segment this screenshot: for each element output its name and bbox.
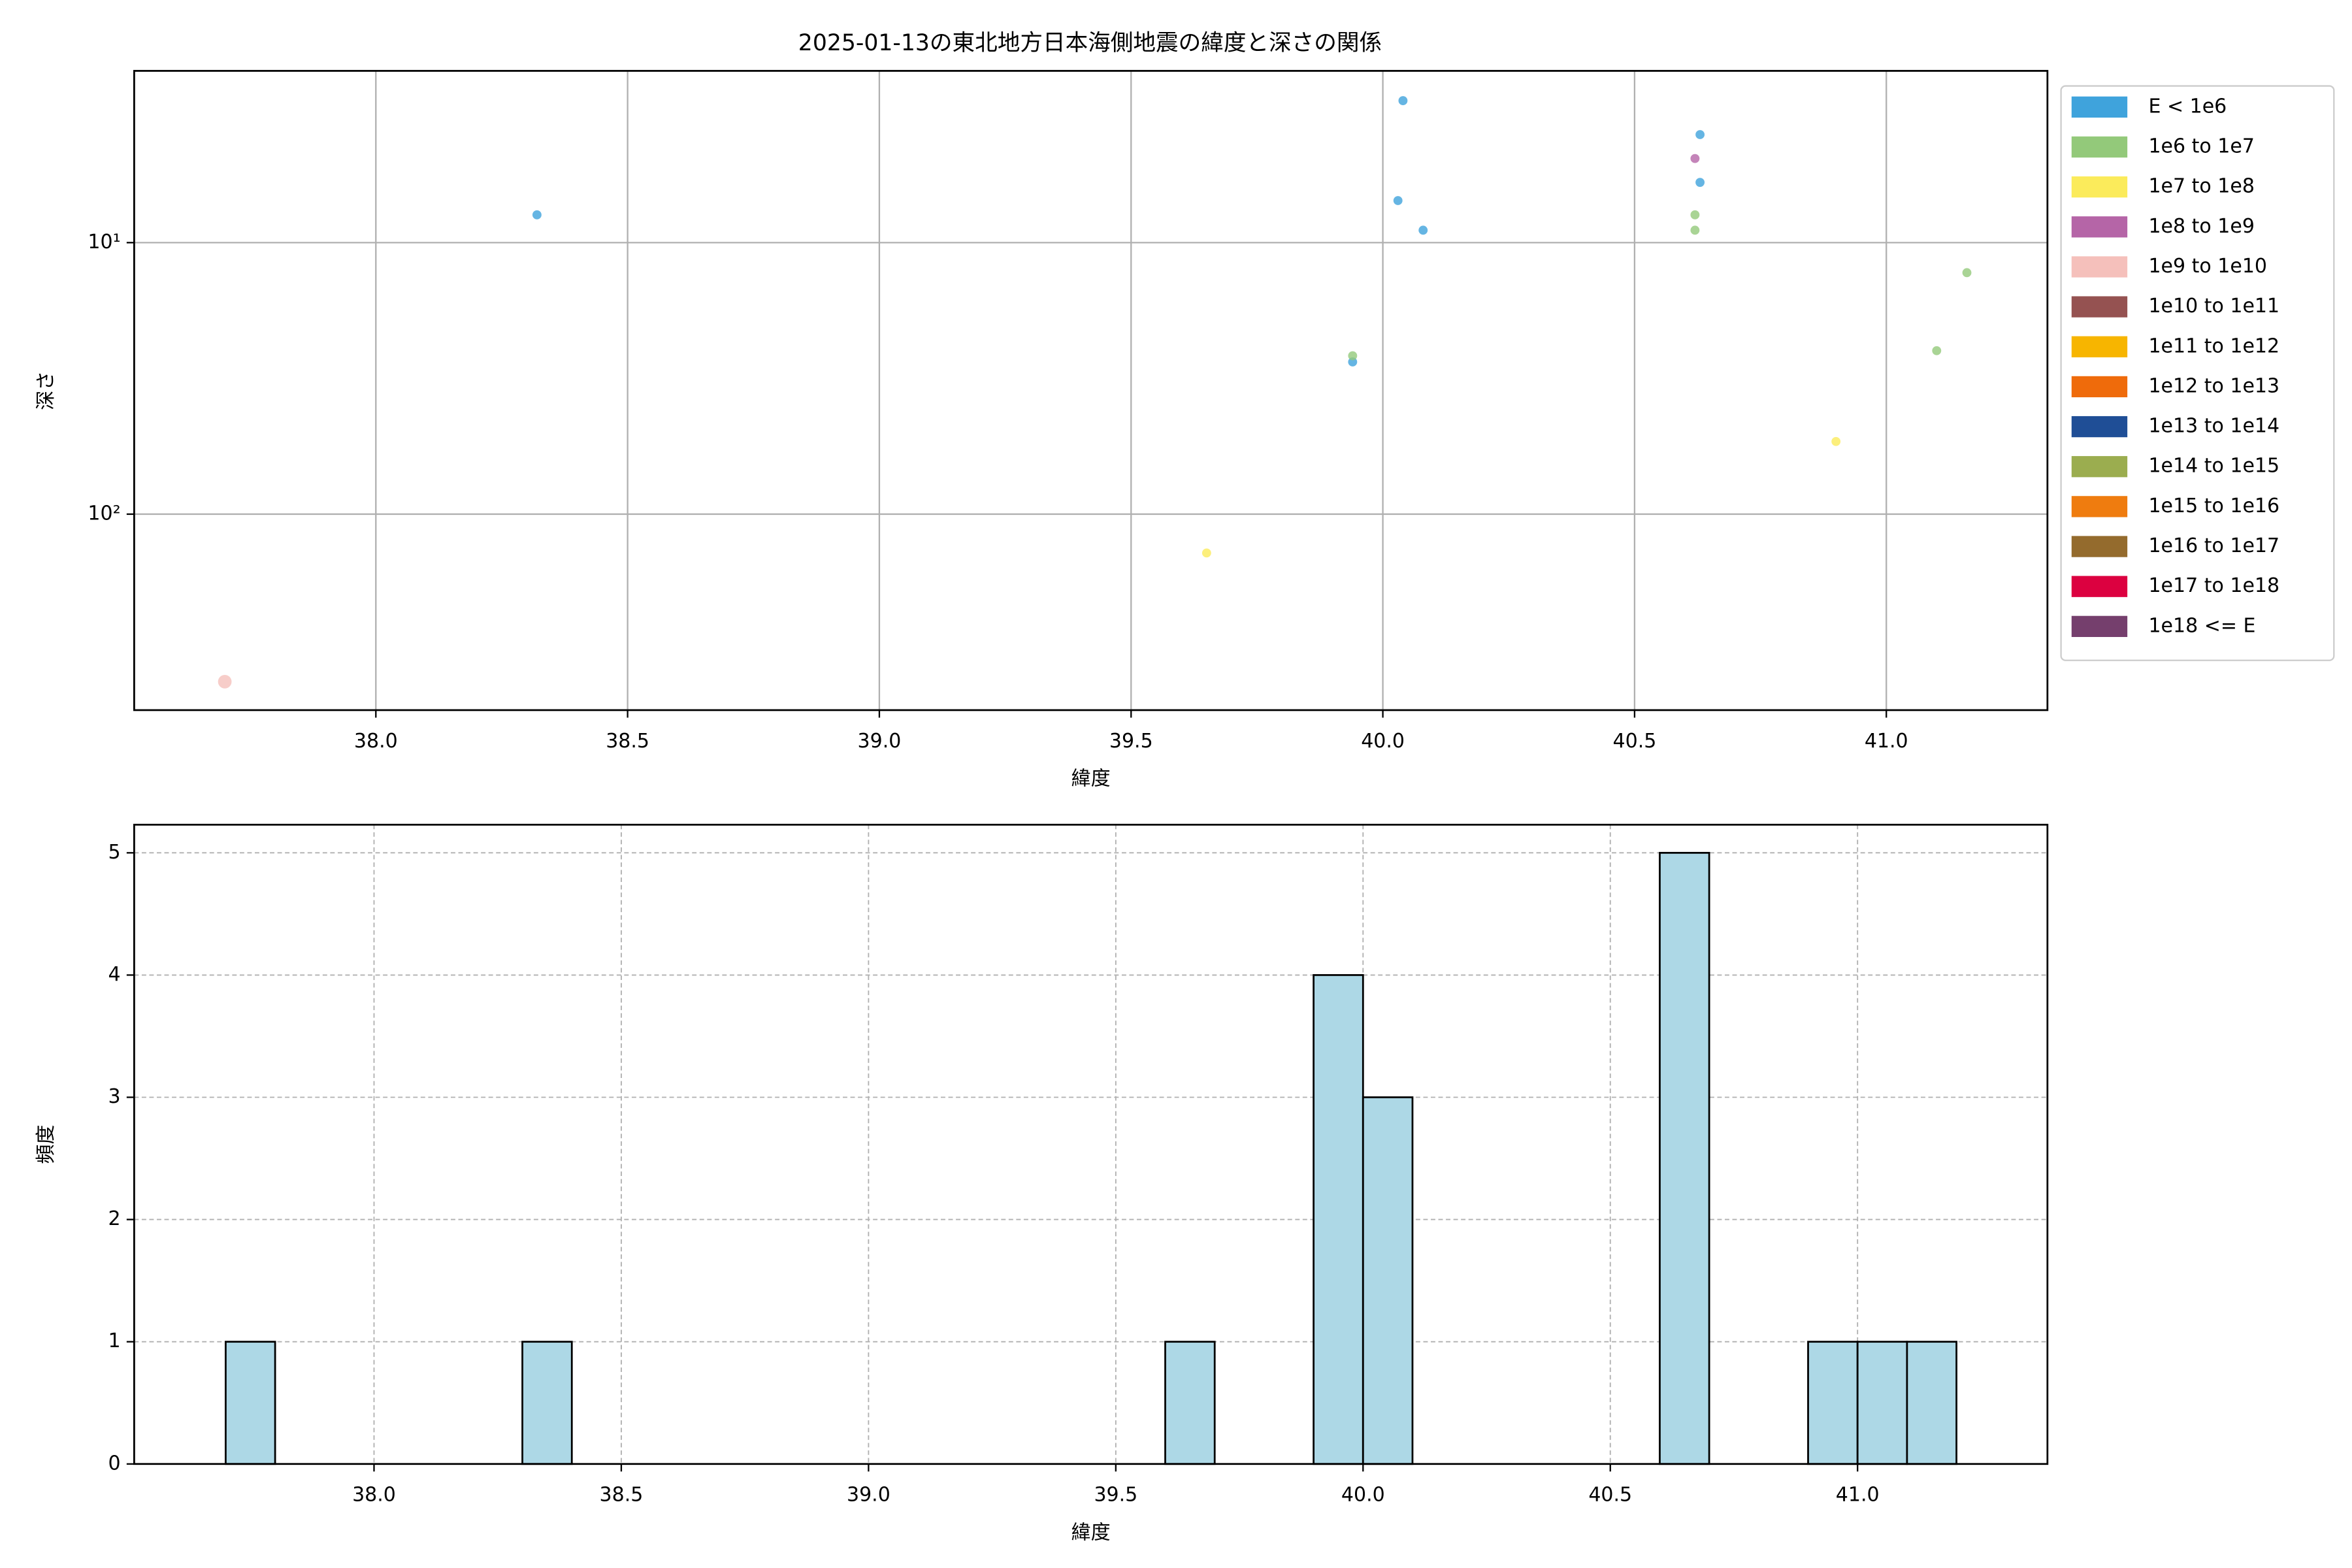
- point: [218, 674, 232, 689]
- x-tick-label: 39.0: [847, 1484, 890, 1507]
- bar: [1906, 1341, 1957, 1465]
- x-tick-label: 39.5: [1109, 730, 1153, 753]
- x-tick-label: 40.0: [1341, 1484, 1385, 1507]
- bar: [1362, 1096, 1414, 1465]
- x-axis-label: 緯度: [1071, 1521, 1111, 1544]
- y-axis-label: 頻度: [35, 1125, 57, 1164]
- y-axis-label: 深さ: [35, 371, 57, 410]
- legend-swatch: [2071, 416, 2128, 438]
- legend-swatch: [2071, 216, 2128, 238]
- x-tick-label: 38.0: [354, 730, 398, 753]
- legend-swatch: [2071, 536, 2128, 557]
- point: [1201, 548, 1211, 558]
- point: [1690, 210, 1700, 220]
- y-tick-label: 1: [108, 1330, 121, 1352]
- legend-label: 1e7 to 1e8: [2148, 175, 2254, 198]
- x-tick-label: 40.5: [1588, 1484, 1632, 1507]
- point: [1695, 130, 1705, 139]
- y-tick-label: 3: [108, 1085, 121, 1108]
- y-tick-label: 4: [108, 963, 121, 986]
- bar: [1659, 851, 1710, 1465]
- legend-swatch: [2071, 136, 2128, 158]
- plot-frame: [133, 823, 2049, 1465]
- legend-label: 1e18 <= E: [2148, 614, 2255, 637]
- point: [1393, 196, 1403, 205]
- x-tick-label: 41.0: [1836, 1484, 1880, 1507]
- bar: [1856, 1341, 1908, 1465]
- x-tick-label: 38.0: [352, 1484, 396, 1507]
- legend-box: [2060, 85, 2335, 661]
- x-tick-label: 39.5: [1094, 1484, 1137, 1507]
- legend-swatch: [2071, 615, 2128, 637]
- point: [1690, 154, 1700, 163]
- point: [1962, 268, 1972, 278]
- y-tick-label: 0: [108, 1452, 121, 1475]
- y-tick-label: 5: [108, 841, 121, 864]
- legend-swatch: [2071, 336, 2128, 357]
- x-tick-label: 41.0: [1865, 730, 1908, 753]
- bar: [1807, 1341, 1859, 1465]
- chart-title: 2025-01-13の東北地方日本海側地震の緯度と深さの関係: [798, 30, 1382, 56]
- legend-label: E < 1e6: [2148, 95, 2227, 118]
- legend-label: 1e17 to 1e18: [2148, 574, 2279, 597]
- bar: [521, 1341, 573, 1465]
- point: [1418, 225, 1428, 235]
- legend-label: 1e14 to 1e15: [2148, 455, 2279, 478]
- x-tick-label: 38.5: [600, 1484, 644, 1507]
- legend-swatch: [2071, 376, 2128, 398]
- legend-label: 1e15 to 1e16: [2148, 495, 2279, 517]
- legend-swatch: [2071, 456, 2128, 478]
- x-tick-label: 40.5: [1613, 730, 1657, 753]
- legend-swatch: [2071, 96, 2128, 118]
- legend-swatch: [2071, 576, 2128, 597]
- legend-swatch: [2071, 176, 2128, 198]
- point: [1348, 351, 1358, 361]
- x-tick-label: 39.0: [858, 730, 902, 753]
- legend-label: 1e13 to 1e14: [2148, 415, 2279, 438]
- legend-swatch: [2071, 296, 2128, 318]
- legend-label: 1e12 to 1e13: [2148, 374, 2279, 397]
- legend-label: 1e9 to 1e10: [2148, 255, 2267, 278]
- x-axis-label: 緯度: [1071, 768, 1111, 791]
- x-tick-label: 38.5: [606, 730, 649, 753]
- legend-label: 1e8 to 1e9: [2148, 215, 2254, 238]
- point: [532, 210, 542, 220]
- bar: [1164, 1341, 1216, 1465]
- legend-swatch: [2071, 496, 2128, 517]
- y-tick-label: 10¹: [88, 231, 120, 253]
- point: [1690, 225, 1700, 235]
- legend-swatch: [2071, 256, 2128, 278]
- point: [1398, 96, 1408, 106]
- y-tick-label: 10²: [88, 502, 120, 525]
- legend-label: 1e10 to 1e11: [2148, 295, 2279, 318]
- bar: [225, 1341, 276, 1465]
- legend-label: 1e16 to 1e17: [2148, 534, 2279, 557]
- legend-label: 1e11 to 1e12: [2148, 335, 2279, 357]
- legend-label: 1e6 to 1e7: [2148, 135, 2254, 158]
- point: [1695, 178, 1705, 188]
- point: [1831, 436, 1841, 446]
- x-tick-label: 40.0: [1361, 730, 1405, 753]
- y-tick-label: 2: [108, 1207, 121, 1230]
- bar: [1313, 974, 1364, 1465]
- point: [1932, 346, 1942, 355]
- plot-frame: [133, 70, 2049, 711]
